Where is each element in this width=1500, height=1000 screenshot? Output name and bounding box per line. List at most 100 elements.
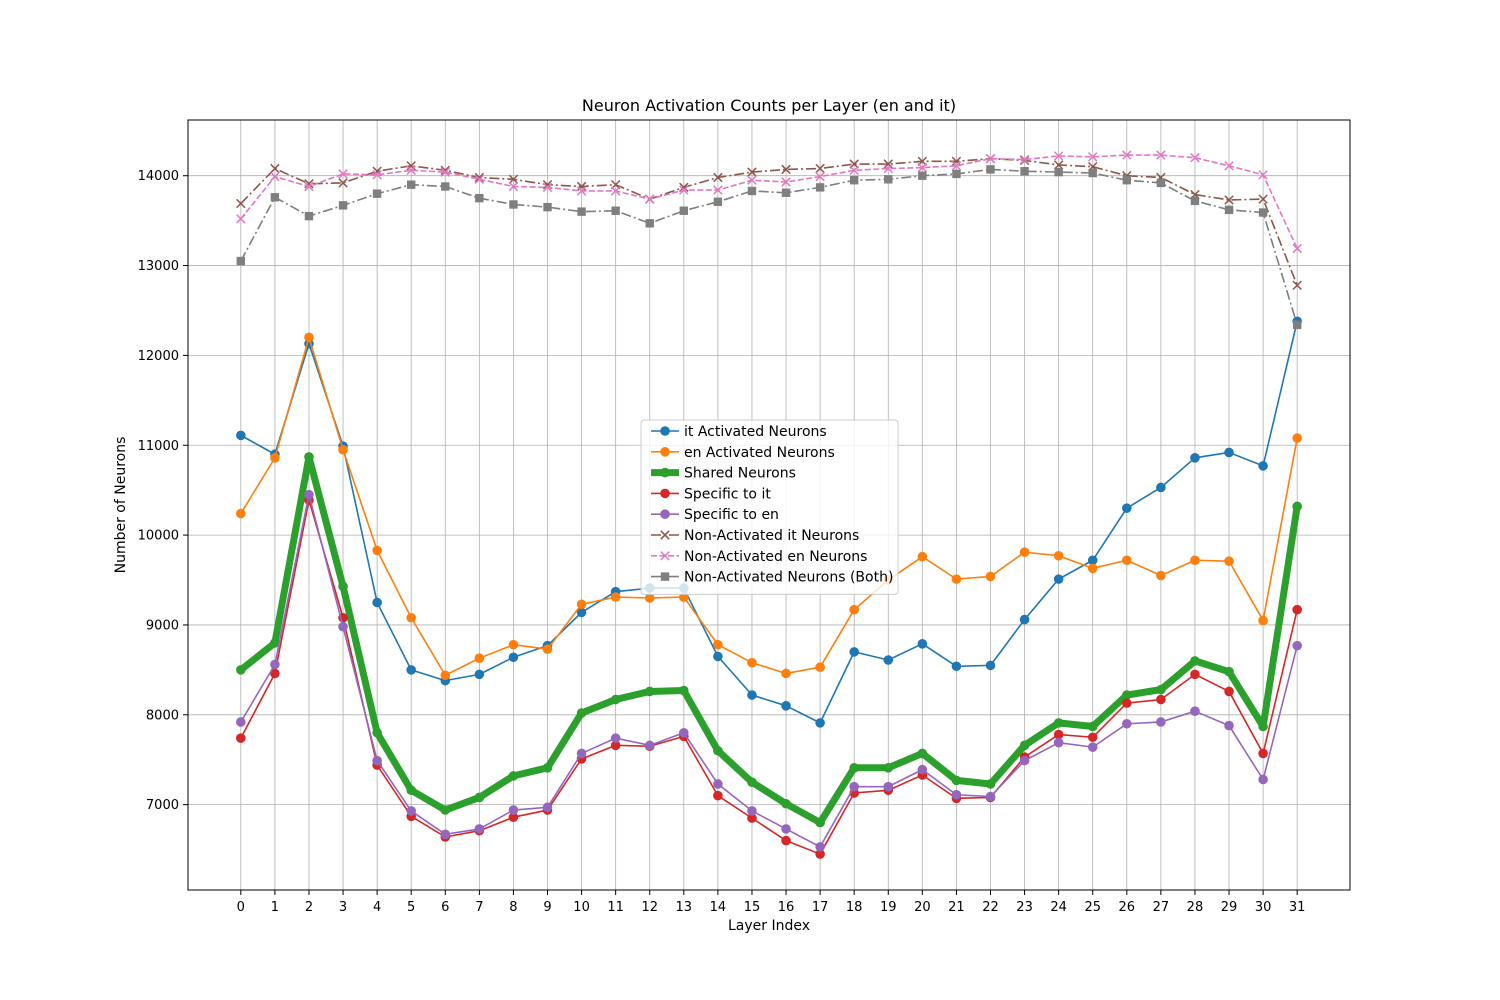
data-point xyxy=(815,163,825,174)
data-point xyxy=(1292,433,1302,443)
data-point xyxy=(1019,547,1030,557)
data-point xyxy=(338,178,348,188)
data-point xyxy=(713,185,723,195)
data-point xyxy=(1087,721,1098,732)
data-point xyxy=(884,175,893,184)
x-tick-label: 6 xyxy=(441,900,449,915)
data-point xyxy=(508,652,519,663)
data-point xyxy=(474,824,485,834)
data-point xyxy=(781,798,791,809)
data-point xyxy=(474,174,485,185)
data-point xyxy=(474,669,485,680)
x-tick-label: 18 xyxy=(846,900,863,915)
series-line xyxy=(240,336,1298,677)
data-point xyxy=(270,163,280,174)
legend-marker xyxy=(660,572,670,581)
series-0 xyxy=(236,316,1302,728)
x-tick-label: 16 xyxy=(778,900,795,915)
legend-box xyxy=(640,419,899,595)
x-tick-label: 19 xyxy=(880,900,897,915)
data-point xyxy=(679,206,689,215)
data-point xyxy=(1224,161,1234,171)
legend-label: Specific to it xyxy=(684,486,771,502)
legend-marker xyxy=(660,530,670,540)
legend-marker xyxy=(660,509,670,520)
y-tick-label: 9000 xyxy=(146,618,179,633)
data-point xyxy=(406,785,416,796)
data-point xyxy=(338,201,348,210)
data-point xyxy=(747,175,757,185)
data-point xyxy=(236,508,246,519)
x-tick-label: 14 xyxy=(710,900,727,915)
data-point xyxy=(1258,774,1268,785)
x-tick-label: 11 xyxy=(607,900,624,915)
data-point xyxy=(236,430,246,441)
x-tick-label: 24 xyxy=(1050,900,1067,915)
data-point xyxy=(576,748,587,759)
data-point xyxy=(1224,447,1234,458)
data-point xyxy=(475,193,484,203)
data-point xyxy=(1258,208,1268,217)
data-point xyxy=(1258,170,1268,180)
data-point xyxy=(1156,178,1166,188)
data-point xyxy=(1190,555,1200,566)
series-line xyxy=(240,493,1298,848)
data-point xyxy=(1087,555,1098,566)
data-point xyxy=(1258,194,1268,204)
data-point xyxy=(1122,150,1132,160)
data-point xyxy=(1258,748,1268,759)
series-line xyxy=(240,154,1298,249)
data-point xyxy=(1053,718,1064,728)
data-point xyxy=(440,670,451,681)
data-point xyxy=(236,198,246,209)
data-point xyxy=(474,792,485,803)
data-point xyxy=(917,162,928,173)
data-point xyxy=(815,662,825,672)
data-point xyxy=(236,733,246,743)
legend-item: it Activated Neurons xyxy=(651,424,827,440)
legend-item: en Activated Neurons xyxy=(651,445,835,461)
data-point xyxy=(713,745,723,756)
x-tick-label: 28 xyxy=(1187,900,1204,915)
data-point xyxy=(849,763,859,773)
data-point xyxy=(1156,717,1166,727)
data-point xyxy=(406,161,416,171)
series-2 xyxy=(236,452,1302,828)
data-point xyxy=(1224,205,1234,215)
data-point xyxy=(713,651,723,662)
data-point xyxy=(849,647,859,657)
data-point xyxy=(1258,721,1268,732)
data-point xyxy=(815,171,825,182)
data-point xyxy=(236,665,246,675)
data-point xyxy=(1258,615,1268,626)
data-point xyxy=(1087,152,1098,162)
x-tick-label: 31 xyxy=(1289,900,1306,915)
data-point xyxy=(1292,501,1302,512)
data-point xyxy=(985,791,996,802)
data-point xyxy=(917,764,928,775)
x-tick-label: 25 xyxy=(1084,900,1101,915)
data-point xyxy=(611,206,620,215)
legend-label: it Activated Neurons xyxy=(684,424,827,440)
data-point xyxy=(508,805,519,815)
legend-item: Non-Activated Neurons (Both) xyxy=(651,570,893,586)
x-tick-label: 2 xyxy=(305,900,313,915)
data-point xyxy=(509,200,518,209)
data-point xyxy=(542,644,553,655)
y-tick-label: 8000 xyxy=(146,708,179,723)
data-point xyxy=(679,685,689,696)
data-point xyxy=(1190,453,1200,463)
data-point xyxy=(406,180,416,189)
data-point xyxy=(713,790,723,801)
data-point xyxy=(236,717,246,727)
y-tick-label: 14000 xyxy=(138,169,179,184)
x-tick-label: 23 xyxy=(1016,900,1033,915)
legend-item: Non-Activated it Neurons xyxy=(651,528,859,544)
x-tick-label: 13 xyxy=(676,900,693,915)
x-tick-label: 29 xyxy=(1221,900,1238,915)
data-point xyxy=(849,175,859,185)
data-point xyxy=(542,182,553,193)
data-point xyxy=(304,181,314,192)
data-point xyxy=(543,202,552,212)
legend-label: Non-Activated it Neurons xyxy=(684,528,859,544)
